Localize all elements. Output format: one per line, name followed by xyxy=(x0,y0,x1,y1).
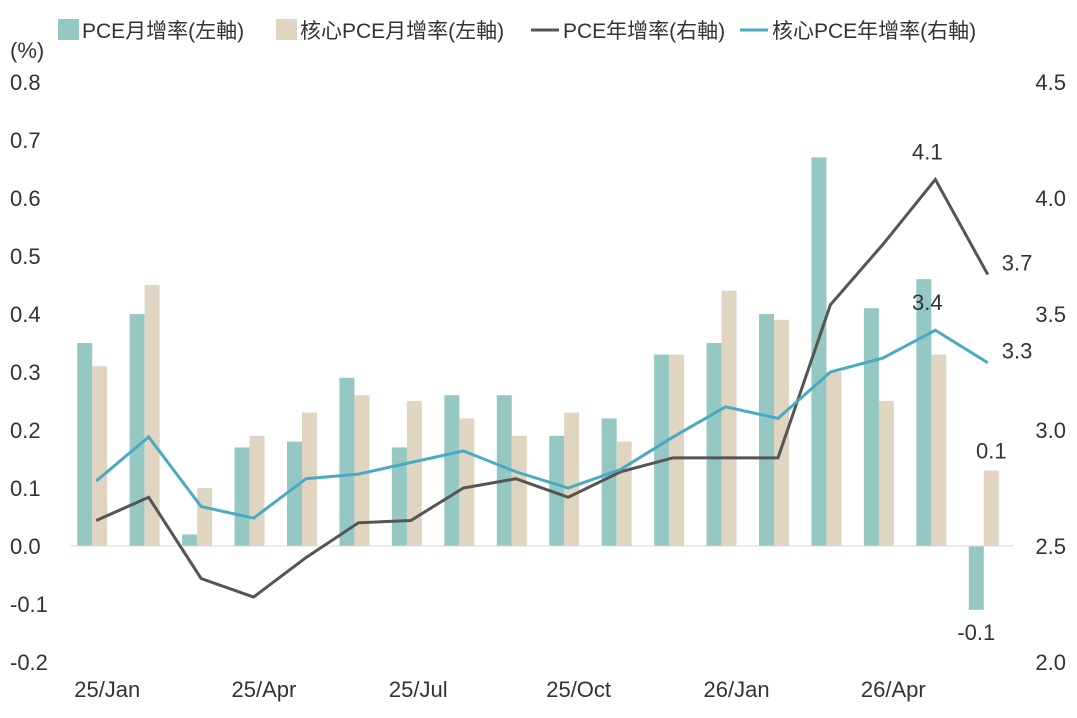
data-label-s2-16: 4.1 xyxy=(912,139,943,164)
left-axis-ticks: -0.2 -0.1 0.0 0.1 0.2 0.3 0.4 0.5 0.6 0.7 0.8 xyxy=(10,70,48,675)
left-tick-label: 0.0 xyxy=(10,534,41,559)
line-series-2 xyxy=(95,176,990,599)
x-tick-label: 25/Jul xyxy=(389,677,448,702)
bar-s1-16 xyxy=(931,354,947,546)
x-tick-label: 26/Apr xyxy=(861,677,926,702)
bar-s1-5 xyxy=(354,395,370,546)
bar-s1-1 xyxy=(144,285,160,546)
left-tick-label: 0.6 xyxy=(10,186,41,211)
bar-s0-11 xyxy=(654,354,670,546)
bar-s0-16 xyxy=(916,279,932,546)
line-series-3 xyxy=(95,328,989,520)
bar-s0-7 xyxy=(444,395,460,546)
data-label-s2-17: 3.7 xyxy=(1002,251,1033,276)
bar-s1-0 xyxy=(92,366,108,546)
right-tick-label: 4.0 xyxy=(1035,186,1066,211)
data-label-s3-17: 3.3 xyxy=(1002,339,1033,364)
left-tick-label: 0.1 xyxy=(10,476,41,501)
left-tick-label: 0.4 xyxy=(10,302,41,327)
bar-s0-10 xyxy=(601,418,617,546)
bar-s0-8 xyxy=(496,395,512,546)
bar-s1-9 xyxy=(564,412,580,546)
right-axis-ticks: 2.0 2.5 3.0 3.5 4.0 4.5 xyxy=(1035,70,1066,675)
bar-series-group xyxy=(77,157,999,610)
x-tick-label: 26/Jan xyxy=(704,677,770,702)
left-tick-label: 0.5 xyxy=(10,244,41,269)
bar-s0-12 xyxy=(706,343,722,546)
bar-s1-14 xyxy=(826,372,842,546)
bar-s1-2 xyxy=(197,488,213,546)
legend: PCE月增率(左軸) 核心PCE月增率(左軸) PCE年增率(右軸) 核心PCE年增率… xyxy=(58,19,976,43)
bar-s0-13 xyxy=(759,314,774,546)
left-tick-label: 0.8 xyxy=(10,70,41,95)
bar-s0-5 xyxy=(339,377,355,546)
bar-s0-14 xyxy=(811,157,827,546)
data-label-s0-17: -0.1 xyxy=(957,620,995,645)
bar-s1-15 xyxy=(878,401,894,546)
left-tick-label: 0.2 xyxy=(10,418,41,443)
legend-swatch-0 xyxy=(58,19,79,40)
left-tick-label: -0.1 xyxy=(10,592,48,617)
right-tick-label: 3.5 xyxy=(1035,302,1066,327)
bar-s1-12 xyxy=(721,290,737,546)
x-axis-ticks: 25/Jan 25/Apr 25/Jul 25/Oct 26/Jan 26/Apr xyxy=(74,677,925,702)
legend-label-1: 核心PCE月增率(左軸) xyxy=(300,20,504,43)
data-label-s1-17: 0.1 xyxy=(976,439,1007,464)
bar-s0-2 xyxy=(182,534,198,546)
bar-s1-10 xyxy=(616,441,632,546)
right-tick-label: 4.5 xyxy=(1035,70,1066,95)
right-tick-label: 3.0 xyxy=(1035,418,1066,443)
legend-label-3: 核心PCE年增率(右軸) xyxy=(772,20,976,43)
data-labels: 4.1 3.7 3.4 3.3 0.1 -0.1 xyxy=(912,139,1032,644)
bar-s1-7 xyxy=(459,418,475,546)
bar-s1-3 xyxy=(249,435,265,546)
x-tick-label: 25/Jan xyxy=(74,677,140,702)
bar-s0-1 xyxy=(129,314,145,546)
legend-label-0: PCE月增率(左軸) xyxy=(82,20,244,43)
bar-s0-0 xyxy=(77,343,93,546)
line-series-group xyxy=(95,176,990,599)
left-tick-label: -0.2 xyxy=(10,650,48,675)
legend-label-2: PCE年增率(右軸) xyxy=(563,20,725,43)
bar-s0-4 xyxy=(287,441,302,546)
bar-s0-3 xyxy=(234,447,250,546)
left-axis-unit-label: (%) xyxy=(10,38,44,63)
x-tick-label: 25/Apr xyxy=(232,677,297,702)
bar-s1-6 xyxy=(406,401,422,546)
bar-s0-9 xyxy=(549,435,565,546)
left-tick-label: 0.7 xyxy=(10,128,41,153)
bar-s1-17 xyxy=(983,470,999,546)
bar-s1-13 xyxy=(774,319,789,546)
bar-s1-8 xyxy=(511,435,527,546)
right-tick-label: 2.0 xyxy=(1035,650,1066,675)
bar-s0-15 xyxy=(863,308,879,546)
right-tick-label: 2.5 xyxy=(1035,534,1066,559)
bar-s1-11 xyxy=(669,354,685,546)
left-tick-label: 0.3 xyxy=(10,360,41,385)
legend-swatch-1 xyxy=(276,19,297,40)
bar-s0-17 xyxy=(968,546,984,610)
data-label-s3-16: 3.4 xyxy=(912,290,943,315)
x-tick-label: 25/Oct xyxy=(546,677,611,702)
bar-s0-6 xyxy=(391,447,407,546)
